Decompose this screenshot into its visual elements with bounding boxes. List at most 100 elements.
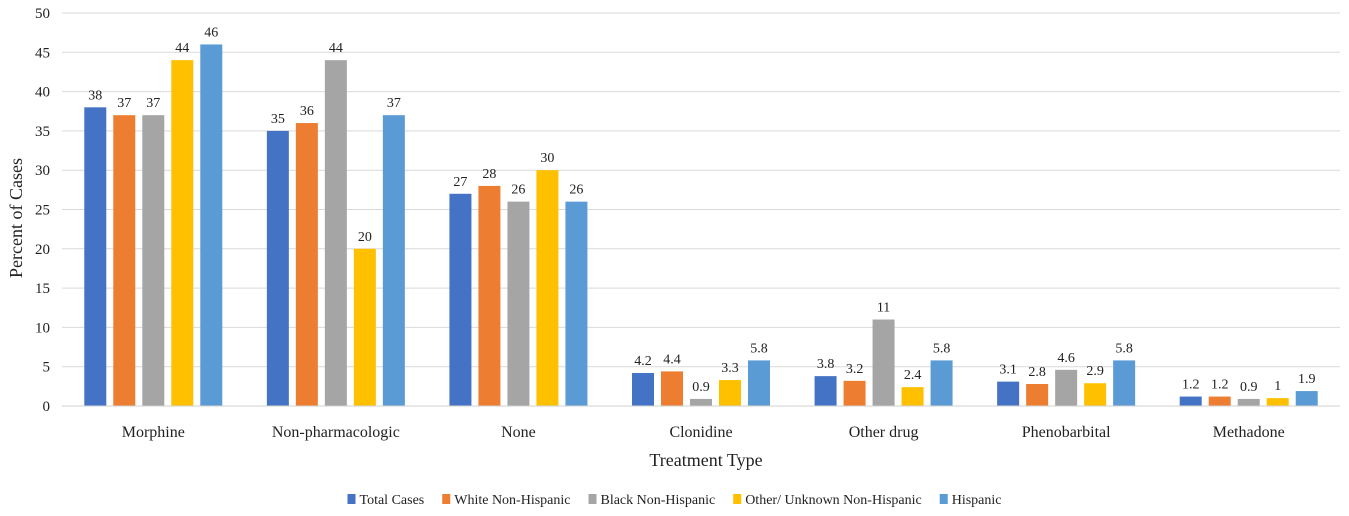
- legend-swatch: [939, 494, 948, 504]
- y-axis-title: Percent of Cases: [6, 158, 26, 278]
- data-label: 46: [204, 25, 218, 40]
- bar: [719, 380, 741, 406]
- bar: [632, 372, 654, 406]
- x-category-label: None: [501, 424, 536, 441]
- y-tick-label: 35: [35, 124, 50, 140]
- data-label: 4.6: [1057, 351, 1075, 366]
- bar: [690, 398, 712, 406]
- legend-item: White Non-Hispanic: [442, 493, 570, 508]
- data-label: 1.2: [1211, 378, 1229, 393]
- bar: [382, 115, 405, 407]
- x-category-label: Other drug: [849, 424, 919, 441]
- bar: [324, 60, 347, 406]
- bar: [200, 44, 223, 406]
- data-label: 36: [300, 104, 314, 119]
- bar: [997, 381, 1020, 406]
- y-tick-label: 5: [43, 360, 51, 376]
- legend-item: Black Non-Hispanic: [588, 493, 715, 508]
- data-label: 3.8: [817, 357, 835, 372]
- data-label: 5.8: [933, 341, 951, 356]
- data-label: 37: [387, 96, 401, 111]
- x-category-label: Non-pharmacologic: [272, 424, 400, 441]
- data-labels: 38 37 37 44 46 35 36 44 20 37 27 28 26 30 26 4.2 4.4 0.9 3…: [88, 25, 1315, 394]
- data-label: 5.8: [750, 341, 768, 356]
- data-label: 26: [511, 183, 525, 198]
- y-tick-label: 50: [35, 6, 50, 22]
- legend-label: Hispanic: [952, 493, 1002, 508]
- y-tick-label: 15: [35, 281, 50, 297]
- bar: [930, 360, 953, 406]
- bars: [84, 44, 1318, 407]
- bar: [814, 376, 837, 406]
- legend-label: Total Cases: [360, 493, 425, 508]
- legend-item: Total Cases: [347, 493, 425, 508]
- data-label: 26: [569, 183, 583, 198]
- data-label: 0.9: [1240, 380, 1258, 395]
- gridlines: [62, 12, 1340, 368]
- legend-swatch: [588, 494, 597, 504]
- x-category-label: Morphine: [122, 424, 185, 441]
- x-category-label: Clonidine: [669, 424, 732, 441]
- bar: [478, 185, 501, 406]
- bar: [1084, 383, 1107, 406]
- data-label: 4.2: [634, 354, 652, 369]
- bar: [872, 319, 895, 406]
- bar: [84, 107, 107, 406]
- legend-swatch: [733, 494, 742, 504]
- bar: [1113, 360, 1136, 406]
- legend-swatch: [442, 494, 451, 504]
- legend-swatch: [347, 494, 356, 504]
- data-label: 1.2: [1182, 378, 1200, 393]
- data-label: 35: [271, 112, 285, 127]
- x-category-label: Methadone: [1213, 424, 1285, 441]
- bar: [353, 248, 376, 406]
- bar: [1026, 383, 1049, 406]
- legend-item: Hispanic: [939, 493, 1002, 508]
- data-label: 37: [146, 96, 160, 111]
- data-label: 3.2: [846, 362, 864, 377]
- bar: [113, 115, 136, 407]
- data-label: 5.8: [1115, 341, 1133, 356]
- data-label: 27: [453, 175, 467, 190]
- bar: [1295, 391, 1318, 406]
- bar: [266, 130, 289, 406]
- data-label: 2.8: [1028, 365, 1046, 380]
- data-label: 30: [540, 151, 554, 166]
- legend-label: White Non-Hispanic: [454, 493, 570, 508]
- data-label: 2.4: [904, 368, 922, 383]
- bar: [536, 170, 559, 406]
- data-label: 3.3: [721, 361, 739, 376]
- bar: [449, 193, 472, 406]
- legend: Total Cases White Non-Hispanic Black Non-H…: [347, 493, 1002, 508]
- y-tick-label: 30: [35, 163, 50, 179]
- y-tick-label: 45: [35, 45, 50, 61]
- bar: [1266, 398, 1289, 406]
- data-label: 2.9: [1086, 364, 1104, 379]
- data-label: 44: [329, 41, 343, 56]
- y-tick-label: 40: [35, 85, 50, 101]
- data-label: 37: [117, 96, 131, 111]
- data-label: 28: [482, 167, 496, 182]
- bar: [843, 380, 866, 406]
- bar: [1055, 369, 1078, 406]
- bar: [1237, 398, 1260, 406]
- y-tick-label: 25: [35, 203, 50, 219]
- legend-item: Other/ Unknown Non-Hispanic: [733, 493, 922, 508]
- data-label: 3.1: [999, 363, 1017, 378]
- y-tick-label: 20: [35, 242, 50, 258]
- bar: [901, 387, 924, 406]
- x-axis-categories: Morphine Non-pharmacologic None Clonidine Ot…: [122, 424, 1285, 441]
- data-label: 11: [877, 301, 890, 316]
- data-label: 44: [175, 41, 189, 56]
- legend-label: Other/ Unknown Non-Hispanic: [745, 493, 922, 508]
- x-axis-title: Treatment Type: [649, 450, 762, 470]
- bar: [171, 60, 194, 406]
- bar: [661, 371, 683, 406]
- bar: [748, 360, 770, 406]
- bar: [295, 123, 318, 406]
- data-label: 1.9: [1298, 372, 1316, 387]
- bar: [1208, 396, 1231, 406]
- x-category-label: Phenobarbital: [1022, 424, 1111, 441]
